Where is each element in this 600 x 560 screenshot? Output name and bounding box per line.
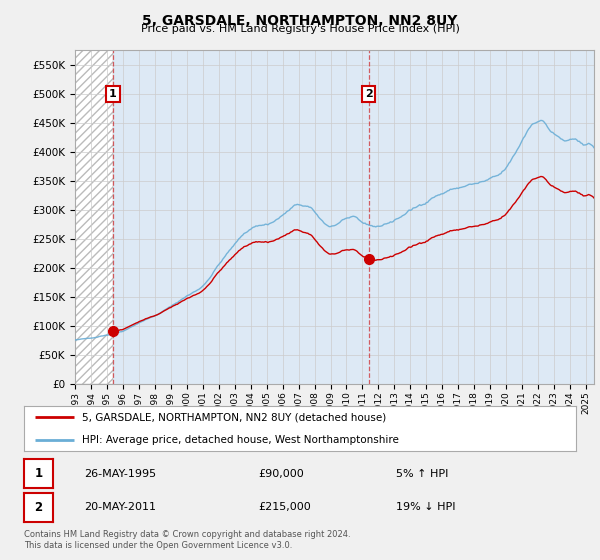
Text: £90,000: £90,000 (258, 469, 304, 479)
Text: £215,000: £215,000 (258, 502, 311, 512)
Bar (75, 50, 113, 384)
Text: 19% ↓ HPI: 19% ↓ HPI (396, 502, 455, 512)
Text: 20-MAY-2011: 20-MAY-2011 (84, 502, 156, 512)
Text: HPI: Average price, detached house, West Northamptonshire: HPI: Average price, detached house, West… (82, 435, 399, 445)
Text: 26-MAY-1995: 26-MAY-1995 (84, 469, 156, 479)
Text: 1: 1 (109, 89, 117, 99)
Text: 2: 2 (365, 89, 373, 99)
Text: 2: 2 (34, 501, 43, 514)
Text: Contains HM Land Registry data © Crown copyright and database right 2024.
This d: Contains HM Land Registry data © Crown c… (24, 530, 350, 550)
Text: Price paid vs. HM Land Registry's House Price Index (HPI): Price paid vs. HM Land Registry's House … (140, 24, 460, 34)
Text: 5% ↑ HPI: 5% ↑ HPI (396, 469, 448, 479)
Text: 5, GARSDALE, NORTHAMPTON, NN2 8UY: 5, GARSDALE, NORTHAMPTON, NN2 8UY (142, 14, 458, 28)
Text: 5, GARSDALE, NORTHAMPTON, NN2 8UY (detached house): 5, GARSDALE, NORTHAMPTON, NN2 8UY (detac… (82, 412, 386, 422)
Text: 1: 1 (34, 467, 43, 480)
